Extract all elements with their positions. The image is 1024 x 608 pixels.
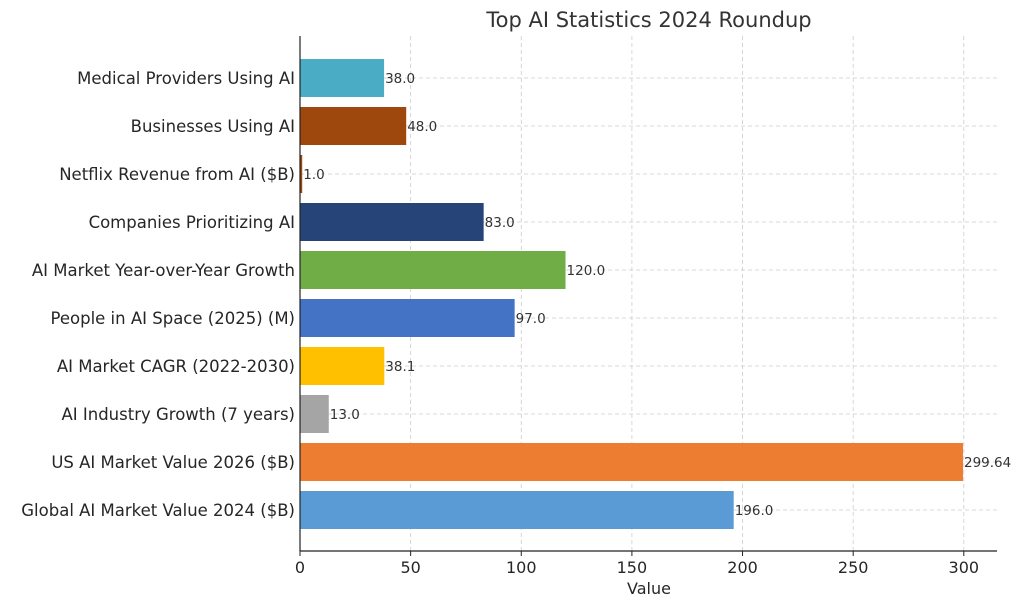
chart-title: Top AI Statistics 2024 Roundup bbox=[485, 8, 811, 32]
x-tick-label-0: 0 bbox=[295, 558, 305, 577]
value-label-3: 38.1 bbox=[385, 359, 415, 375]
category-label-3: AI Market CAGR (2022-2030) bbox=[57, 357, 295, 376]
category-label-2: AI Industry Growth (7 years) bbox=[61, 405, 295, 424]
category-label-7: Netflix Revenue from AI ($B) bbox=[59, 165, 295, 184]
bar-1 bbox=[300, 443, 964, 481]
value-label-6: 83.0 bbox=[485, 215, 515, 231]
value-label-4: 97.0 bbox=[516, 311, 546, 327]
bar-4 bbox=[300, 299, 515, 337]
bar-0 bbox=[300, 491, 734, 529]
value-label-1: 299.64 bbox=[964, 455, 1011, 471]
category-label-0: Global AI Market Value 2024 ($B) bbox=[21, 501, 295, 520]
category-label-6: Companies Prioritizing AI bbox=[89, 213, 295, 232]
category-label-4: People in AI Space (2025) (M) bbox=[51, 309, 296, 328]
x-axis-ticks: 0 50 100 150 200 250 300 bbox=[295, 551, 979, 577]
category-labels: Global AI Market Value 2024 ($B) US AI Ma… bbox=[21, 69, 295, 520]
value-label-9: 38.0 bbox=[385, 71, 415, 87]
x-tick-label-1: 50 bbox=[400, 558, 420, 577]
value-labels: 196.0 299.64 13.0 38.1 97.0 120.0 83.0 1.0 48.0 3… bbox=[303, 71, 1011, 519]
bar-3 bbox=[300, 347, 385, 385]
value-label-8: 48.0 bbox=[407, 119, 437, 135]
x-tick-label-6: 300 bbox=[949, 558, 980, 577]
value-label-0: 196.0 bbox=[735, 503, 774, 519]
bar-6 bbox=[300, 203, 484, 241]
category-label-8: Businesses Using AI bbox=[131, 117, 295, 136]
x-axis-label: Value bbox=[627, 579, 671, 598]
value-label-2: 13.0 bbox=[330, 407, 360, 423]
bar-9 bbox=[300, 59, 385, 97]
x-tick-label-3: 150 bbox=[617, 558, 648, 577]
category-label-1: US AI Market Value 2026 ($B) bbox=[51, 453, 295, 472]
x-tick-label-5: 250 bbox=[838, 558, 869, 577]
x-tick-label-2: 100 bbox=[506, 558, 537, 577]
bar-2 bbox=[300, 395, 329, 433]
bar-8 bbox=[300, 107, 407, 145]
value-label-7: 1.0 bbox=[303, 167, 324, 183]
bar-7 bbox=[300, 155, 303, 193]
bar-5 bbox=[300, 251, 566, 289]
value-label-5: 120.0 bbox=[567, 263, 606, 279]
x-tick-label-4: 200 bbox=[727, 558, 758, 577]
category-label-9: Medical Providers Using AI bbox=[77, 69, 295, 88]
bars bbox=[300, 59, 964, 529]
category-label-5: AI Market Year-over-Year Growth bbox=[32, 261, 295, 280]
